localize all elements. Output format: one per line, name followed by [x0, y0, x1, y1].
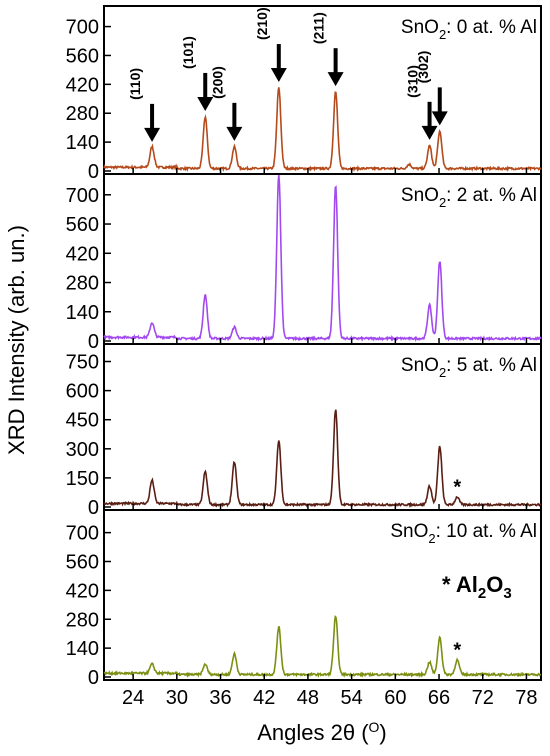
y-tick-label: 420	[66, 243, 99, 265]
y-tick-label: 560	[66, 214, 99, 236]
panel-label-rest: : 2 at. % Al	[446, 185, 537, 206]
xrd-pattern-line	[103, 615, 542, 679]
panel-frame	[103, 509, 542, 681]
panel-label-formula: SnO	[401, 355, 439, 376]
x-tick-label: 30	[166, 687, 188, 709]
x-axis-title-main: Angles 2θ (	[257, 720, 369, 745]
peak-arrow-head	[421, 125, 438, 140]
y-tick-label: 420	[66, 74, 99, 96]
panel-1: 0 140 280 420 560 700 SnO2: 2 at. % Al	[66, 173, 542, 353]
y-tick-label: 300	[66, 439, 99, 461]
hkl-label: (310)	[405, 65, 421, 98]
al2o3-annotation: * Al2O3	[442, 572, 512, 602]
y-tick-label: 560	[66, 552, 99, 574]
y-tick-label: 280	[66, 609, 99, 631]
y-tick-label: 280	[66, 273, 99, 295]
x-axis-title-unit: O	[369, 719, 380, 735]
y-tick-label: 140	[66, 302, 99, 324]
y-axis-title: XRD Intensity (arb. un.)	[4, 225, 29, 455]
y-tick-label: 0	[88, 161, 99, 183]
peak-arrow-head	[327, 72, 344, 87]
y-tick-label: 600	[66, 381, 99, 403]
al2o3-annotation-sub-3: 3	[503, 585, 511, 602]
x-tick-label: 24	[122, 687, 144, 709]
y-tick-label: 0	[88, 331, 99, 353]
panel-label-rest: : 5 at. % Al	[446, 355, 537, 376]
y-tick-label: 150	[66, 468, 99, 490]
hkl-label: (302)	[415, 51, 431, 84]
al2o3-annotation-star: * Al	[442, 572, 478, 597]
x-tick-label: 66	[428, 687, 450, 709]
hkl-label: (211)	[311, 12, 327, 44]
panel-label: SnO2: 10 at. % Al	[390, 521, 537, 546]
xrd-pattern-line	[103, 409, 542, 509]
panel-label-subscript: 2	[439, 195, 446, 210]
peak-arrow-head	[226, 126, 243, 141]
y-tick-label: 0	[88, 667, 99, 689]
y-tick-label: 700	[66, 185, 99, 207]
x-axis-title: Angles 2θ (O)	[257, 719, 387, 745]
panel-label-formula: SnO	[401, 185, 439, 206]
al2o3-annotation-o: O	[486, 572, 503, 597]
y-tick-label: 140	[66, 638, 99, 660]
hkl-label: (110)	[127, 68, 143, 100]
al2o3-annotation-sub-2: 2	[478, 585, 486, 602]
x-tick-label: 78	[515, 687, 537, 709]
panel-label-formula: SnO	[401, 17, 439, 38]
panel-label-rest: : 10 at. % Al	[436, 521, 537, 542]
y-tick-label: 750	[66, 352, 99, 374]
y-tick-label: 280	[66, 103, 99, 125]
panel-label: SnO2: 2 at. % Al	[401, 185, 537, 210]
panel-label-formula: SnO	[390, 521, 428, 542]
hkl-label: (101)	[180, 36, 196, 69]
x-tick-label: 36	[209, 687, 231, 709]
panel-label: SnO2: 0 at. % Al	[401, 17, 537, 42]
x-tick-label: 72	[472, 687, 494, 709]
x-tick-label: 42	[253, 687, 275, 709]
panel-label-subscript: 2	[428, 531, 435, 546]
xrd-pattern-line	[103, 87, 542, 173]
y-tick-label: 140	[66, 132, 99, 154]
panel-0: 0 140 280 420 560 700 SnO2: 0 at. % Al (110) (10…	[66, 5, 542, 183]
hkl-label: (210)	[254, 7, 270, 40]
y-tick-label: 450	[66, 410, 99, 432]
y-tick-label: 420	[66, 580, 99, 602]
hkl-label: (200)	[209, 66, 225, 99]
panel-label: SnO2: 5 at. % Al	[401, 355, 537, 380]
panel-label-rest: : 0 at. % Al	[446, 17, 537, 38]
peak-arrow-head	[144, 127, 161, 142]
al2o3-peak-marker: *	[453, 639, 461, 661]
y-tick-label: 0	[88, 497, 99, 519]
x-tick-label: 60	[384, 687, 406, 709]
panel-label-subscript: 2	[439, 27, 446, 42]
x-tick-label: 48	[297, 687, 319, 709]
al2o3-peak-marker: *	[453, 476, 461, 498]
y-tick-label: 560	[66, 45, 99, 67]
y-tick-label: 700	[66, 17, 99, 39]
x-tick-label: 54	[341, 687, 363, 709]
y-tick-label: 700	[66, 523, 99, 545]
peak-arrow-head	[431, 111, 448, 126]
peak-arrow-head	[270, 68, 287, 83]
panel-2: 0 150 300 450 600 750 SnO2: 5 at. % Al *	[66, 343, 542, 519]
x-axis-title-close: )	[379, 720, 386, 745]
panel-label-subscript: 2	[439, 365, 446, 380]
peak-arrow-head	[197, 96, 214, 111]
